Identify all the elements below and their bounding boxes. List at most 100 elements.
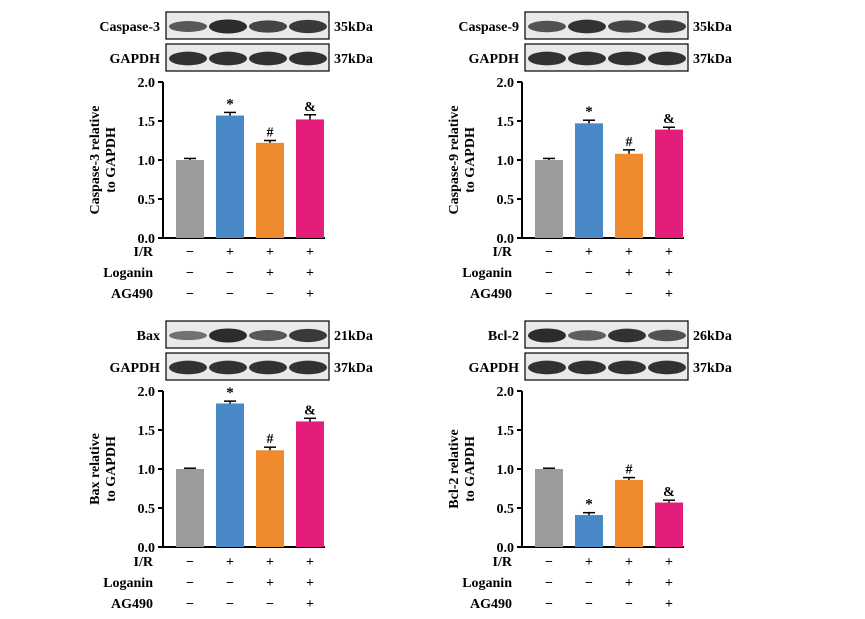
treatment-sign: + <box>625 555 633 570</box>
treatment-sign: + <box>306 245 314 260</box>
significance-mark: & <box>304 100 316 115</box>
gapdh-band <box>648 51 686 66</box>
blot-protein-label: Caspase-3 <box>99 20 160 35</box>
bar <box>535 160 563 238</box>
treatment-sign: + <box>625 245 633 260</box>
treatment-sign: + <box>665 287 673 302</box>
bar <box>296 119 324 238</box>
treatment-sign: + <box>226 555 234 570</box>
bar <box>655 502 683 547</box>
blot-band <box>289 19 327 34</box>
significance-mark: * <box>226 385 234 401</box>
panel-1: Caspase-3 35kDa GAPDH 37kDa 0.0 0.5 1.0 1.5 2.0 C… <box>88 11 373 302</box>
panel-3: Bax 21kDa GAPDH 37kDa 0.0 0.5 1.0 1.5 2.0 Bax rel… <box>88 320 373 612</box>
gapdh-band <box>568 51 606 66</box>
y-tick-label: 1.0 <box>138 154 156 169</box>
bar <box>575 515 603 547</box>
treatment-sign: − <box>186 266 194 281</box>
y-tick-label: 2.0 <box>497 76 515 91</box>
blot-band <box>528 20 566 33</box>
treatment-sign: + <box>306 266 314 281</box>
blot-protein-label: Caspase-9 <box>458 20 519 35</box>
treatment-sign: + <box>226 245 234 260</box>
gapdh-kda-label: 37kDa <box>693 361 732 376</box>
blot-kda-label: 35kDa <box>334 20 373 35</box>
blot-protein-label: Bcl-2 <box>488 329 519 344</box>
treatment-sign: − <box>226 287 234 302</box>
treatment-sign: − <box>545 287 553 302</box>
treatment-sign: + <box>665 245 673 260</box>
treatment-sign: − <box>625 597 633 612</box>
significance-mark: & <box>663 485 675 500</box>
treatment-label: I/R <box>134 555 154 570</box>
significance-mark: * <box>585 497 593 513</box>
bar <box>176 160 204 238</box>
gapdh-band <box>528 360 566 375</box>
bar <box>216 403 244 547</box>
treatment-sign: − <box>186 597 194 612</box>
y-axis-title: Bcl-2 relative <box>447 429 462 508</box>
treatment-label: Loganin <box>103 266 153 281</box>
gapdh-kda-label: 37kDa <box>334 361 373 376</box>
significance-mark: # <box>626 463 633 478</box>
treatment-sign: + <box>665 555 673 570</box>
gapdh-band <box>209 360 247 375</box>
treatment-sign: − <box>226 597 234 612</box>
treatment-sign: − <box>625 287 633 302</box>
treatment-sign: + <box>665 576 673 591</box>
y-tick-label: 1.0 <box>497 463 515 478</box>
treatment-sign: + <box>266 245 274 260</box>
blot-band <box>169 330 207 341</box>
treatment-sign: − <box>585 597 593 612</box>
y-tick-label: 1.5 <box>138 424 156 439</box>
treatment-label: AG490 <box>111 597 153 612</box>
y-tick-label: 1.5 <box>138 115 156 130</box>
gapdh-kda-label: 37kDa <box>334 52 373 67</box>
gapdh-label: GAPDH <box>109 361 160 376</box>
significance-mark: & <box>304 403 316 418</box>
significance-mark: * <box>585 104 593 120</box>
gapdh-band <box>249 51 287 66</box>
bar <box>655 129 683 238</box>
y-tick-label: 1.0 <box>138 463 156 478</box>
blot-band <box>209 328 247 343</box>
treatment-sign: − <box>545 597 553 612</box>
treatment-sign: + <box>306 555 314 570</box>
treatment-label: Loganin <box>103 576 153 591</box>
gapdh-kda-label: 37kDa <box>693 52 732 67</box>
panel-4: Bcl-2 26kDa GAPDH 37kDa 0.0 0.5 1.0 1.5 2.0 Bcl-2… <box>447 320 732 612</box>
y-tick-label: 2.0 <box>138 76 156 91</box>
gapdh-band <box>528 51 566 66</box>
y-tick-label: 0.0 <box>497 232 515 247</box>
y-tick-label: 1.0 <box>497 154 515 169</box>
blot-kda-label: 35kDa <box>693 20 732 35</box>
y-axis-title: Caspase-9 relative <box>447 106 462 215</box>
gapdh-band <box>209 51 247 66</box>
blot-band <box>289 328 327 343</box>
treatment-sign: + <box>266 266 274 281</box>
y-tick-label: 1.5 <box>497 115 515 130</box>
blot-protein-label: Bax <box>137 329 160 344</box>
panel-2: Caspase-9 35kDa GAPDH 37kDa 0.0 0.5 1.0 1.5 2.0 C… <box>447 11 732 302</box>
y-tick-label: 0.0 <box>138 232 156 247</box>
y-tick-label: 1.5 <box>497 424 515 439</box>
gapdh-band <box>608 360 646 375</box>
treatment-sign: + <box>625 266 633 281</box>
bar <box>615 153 643 238</box>
y-tick-label: 0.0 <box>138 541 156 556</box>
gapdh-label: GAPDH <box>109 52 160 67</box>
gapdh-band <box>568 360 606 375</box>
treatment-sign: − <box>585 266 593 281</box>
significance-mark: # <box>267 432 274 447</box>
y-axis-title: to GAPDH <box>104 127 119 193</box>
treatment-sign: + <box>665 266 673 281</box>
treatment-label: Loganin <box>462 266 512 281</box>
bar <box>296 421 324 547</box>
treatment-label: I/R <box>493 245 513 260</box>
blot-band <box>608 328 646 343</box>
treatment-label: AG490 <box>470 597 512 612</box>
significance-mark: # <box>267 126 274 141</box>
bar <box>575 123 603 238</box>
blot-band <box>249 330 287 341</box>
